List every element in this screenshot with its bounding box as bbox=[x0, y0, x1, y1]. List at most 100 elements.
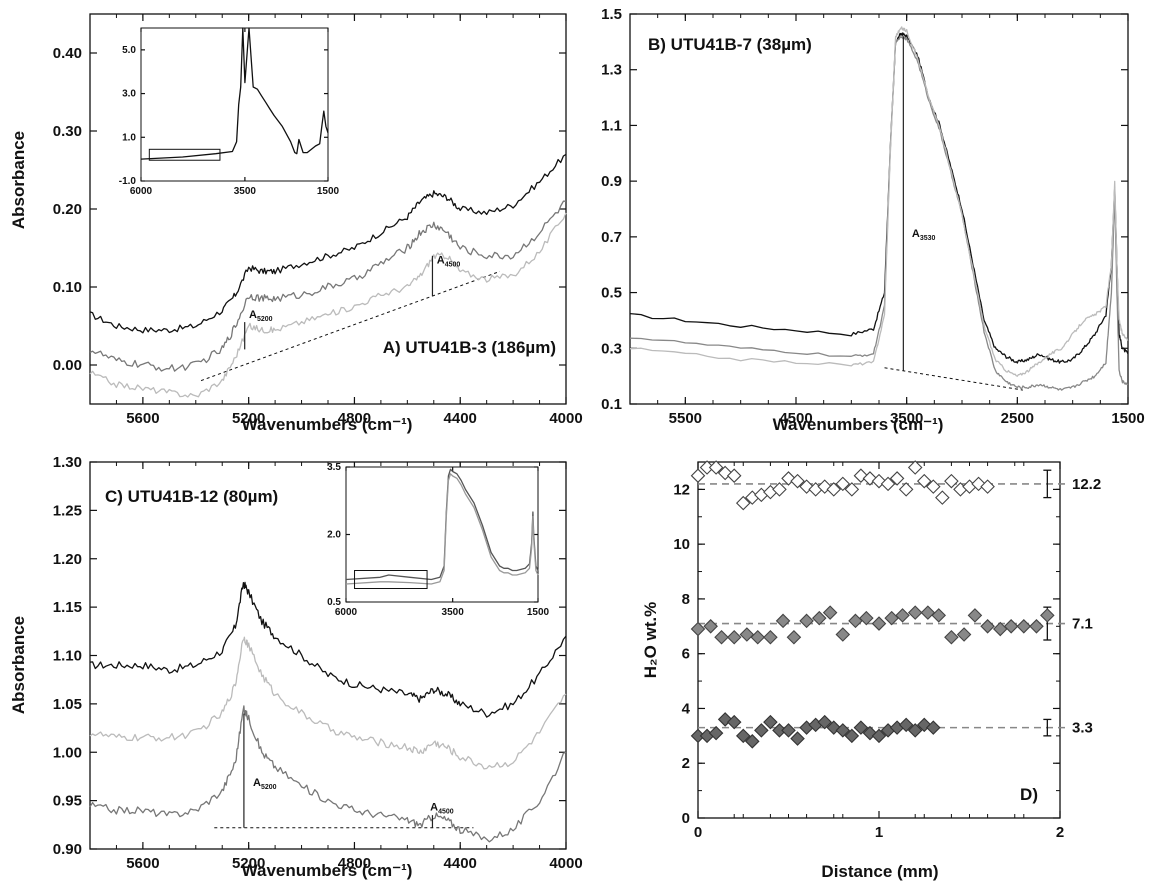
panel-a-annotation-label-0: A5200 bbox=[249, 309, 273, 323]
panel-d-ytick-label: 6 bbox=[682, 646, 690, 663]
panel-a-ytick-label: 0.00 bbox=[53, 357, 82, 374]
panel-a-series-0 bbox=[89, 153, 567, 334]
panel-d-point-s0-17 bbox=[844, 482, 860, 497]
panel-c-ytick-label: 1.00 bbox=[53, 744, 82, 761]
panel-c-xlabel: Wavenumbers (cm⁻¹) bbox=[242, 861, 413, 880]
panel-a-ytick-label: 0.20 bbox=[53, 201, 82, 218]
panel-b-plot: 5500 4500 3500 2500 1500 0.1 0.3 0.5 0.7 0.9 1.1 1.… bbox=[601, 6, 1145, 427]
panel-a-annotation-sub-0: 5200 bbox=[257, 316, 273, 323]
panel-b-xtick-label: 2500 bbox=[1001, 410, 1034, 427]
panel-a-inset-ytick-label: 5.0 bbox=[122, 45, 136, 56]
panel-d-point-s1-16 bbox=[884, 610, 899, 626]
panel-d-point-s1-20 bbox=[931, 608, 947, 623]
panel-d-point-s0-5 bbox=[735, 495, 751, 511]
panel-d-ytick-label: 10 bbox=[673, 536, 690, 553]
panel-d-point-s0-3 bbox=[717, 465, 733, 481]
panel-d-xtick-label: 1 bbox=[875, 824, 883, 841]
panel-d-point-s0-4 bbox=[726, 468, 742, 483]
panel-c-ytick-label: 1.30 bbox=[53, 454, 82, 471]
panel-d-point-s1-28 bbox=[1029, 619, 1044, 634]
panel-b: 5500 4500 3500 2500 1500 0.1 0.3 0.5 0.7 0.9 1.1 1.… bbox=[601, 6, 1145, 434]
panel-c-series-0 bbox=[89, 581, 567, 718]
panel-a-xtick-label: 4400 bbox=[444, 410, 477, 427]
panel-d-point-s2-18 bbox=[853, 720, 869, 735]
panel-c-ytick-label: 1.05 bbox=[53, 696, 82, 713]
panel-c-annotation-sub-0: 5200 bbox=[261, 784, 277, 791]
panel-d-point-s1-24 bbox=[980, 619, 995, 634]
panel-a-xtick-label: 5200 bbox=[232, 410, 265, 427]
panel-c-xtick-label: 5200 bbox=[232, 855, 265, 872]
panel-d-mean-label-2: 3.3 bbox=[1072, 720, 1093, 737]
panel-d-point-s1-3 bbox=[726, 629, 742, 645]
panel-d-point-s2-5 bbox=[735, 728, 751, 744]
panel-c-inset-zoom-box bbox=[354, 570, 428, 589]
panel-d-point-s1-23 bbox=[967, 608, 983, 623]
panel-c-inset-bg bbox=[346, 467, 538, 602]
panel-a-xtick-label: 4800 bbox=[338, 410, 371, 427]
panel-b-ytick-label: 0.5 bbox=[601, 285, 622, 302]
panel-d-point-s2-23 bbox=[898, 717, 914, 733]
panel-c-ytick-label: 0.90 bbox=[53, 841, 82, 858]
panel-d-xtick-label: 2 bbox=[1056, 824, 1064, 841]
panel-b-ytick-label: 0.9 bbox=[601, 173, 622, 190]
panel-d-point-s2-16 bbox=[835, 723, 851, 738]
panel-c-ytick-label: 1.15 bbox=[53, 599, 82, 616]
panel-d-point-s2-24 bbox=[907, 723, 923, 738]
panel-d-point-s1-27 bbox=[1016, 619, 1032, 634]
panel-b-ytick-label: 1.3 bbox=[601, 62, 622, 79]
panel-c-inset-xtick-label: 6000 bbox=[335, 607, 358, 618]
panel-d-point-s1-29 bbox=[1040, 608, 1055, 623]
panel-d-point-s1-7 bbox=[775, 613, 791, 629]
panel-a-ytick-label: 0.40 bbox=[53, 45, 82, 62]
panel-c-annotation-label-0: A5200 bbox=[253, 777, 277, 791]
panel-c-title: C) UTU41B-12 (80µm) bbox=[105, 487, 278, 506]
panel-d-frame bbox=[697, 461, 1061, 819]
panel-a-title: A) UTU41B-3 (186µm) bbox=[383, 338, 556, 357]
panel-c-inset-ytick-label: 2.0 bbox=[327, 530, 341, 541]
panel-a-xlabel: Wavenumbers (cm⁻¹) bbox=[242, 415, 413, 434]
panel-d-point-s0-0 bbox=[690, 468, 706, 483]
panel-d-point-s0-19 bbox=[862, 471, 878, 486]
panel-d-point-s2-8 bbox=[763, 714, 778, 730]
panel-d-point-s2-4 bbox=[726, 714, 742, 730]
panel-b-title: B) UTU41B-7 (38µm) bbox=[648, 35, 812, 54]
panel-c-xtick-label: 4000 bbox=[549, 855, 582, 872]
panel-a-annotation-label-1: A4500 bbox=[437, 255, 461, 269]
panel-a-inset-xtick-label: 3500 bbox=[234, 186, 257, 197]
panel-d-xlabel: Distance (mm) bbox=[821, 862, 938, 881]
panel-d-point-s2-15 bbox=[826, 720, 842, 735]
panel-d-point-s0-22 bbox=[889, 471, 905, 486]
panel-d-ytick-label: 0 bbox=[682, 810, 690, 827]
panel-c-inset-series-1 bbox=[345, 473, 539, 585]
panel-d-point-s0-16 bbox=[835, 476, 851, 492]
panel-d-point-s2-19 bbox=[862, 725, 878, 741]
panel-c-xtick-label: 4400 bbox=[444, 855, 477, 872]
panel-c-annotation-label-1: A4500 bbox=[430, 801, 454, 815]
panel-d-point-s2-26 bbox=[926, 720, 941, 735]
panel-d-point-s1-18 bbox=[907, 605, 923, 620]
panel-d-xtick-label: 0 bbox=[694, 824, 702, 841]
panel-d-point-s2-10 bbox=[781, 723, 796, 738]
panel-d-point-s0-21 bbox=[880, 476, 896, 492]
panel-b-xtick-label: 5500 bbox=[669, 410, 702, 427]
panel-c-inset-ytick-label: 0.5 bbox=[327, 597, 341, 608]
panel-b-annotation-sub-0: 3530 bbox=[920, 235, 936, 242]
panel-c-plot: 5600 5200 4800 4400 4000 0.90 0.95 1.00 1.05 1.10… bbox=[53, 454, 583, 872]
panel-d-point-s2-7 bbox=[754, 723, 769, 738]
panel-d-ytick-label: 8 bbox=[682, 591, 690, 608]
panel-d-point-s1-9 bbox=[799, 613, 814, 629]
panel-d-point-s0-23 bbox=[898, 482, 914, 497]
panel-c: 5600 5200 4800 4400 4000 0.90 0.95 1.00 1.05 1.10… bbox=[9, 454, 583, 880]
panel-d-point-s1-21 bbox=[944, 629, 959, 645]
panel-a-series-2 bbox=[89, 212, 567, 398]
panel-a-inset-frame bbox=[140, 27, 329, 182]
panel-a-inset-zoom-box bbox=[148, 148, 221, 161]
panel-b-ytick-label: 0.1 bbox=[601, 396, 622, 413]
panel-a-baseline-0 bbox=[200, 270, 501, 382]
panel-d-point-s0-28 bbox=[944, 473, 959, 489]
panel-b-xtick-label: 4500 bbox=[779, 410, 812, 427]
panel-b-baseline-0 bbox=[884, 367, 1023, 391]
panel-d-point-s1-10 bbox=[811, 610, 827, 626]
panel-d-point-s0-15 bbox=[826, 482, 842, 497]
